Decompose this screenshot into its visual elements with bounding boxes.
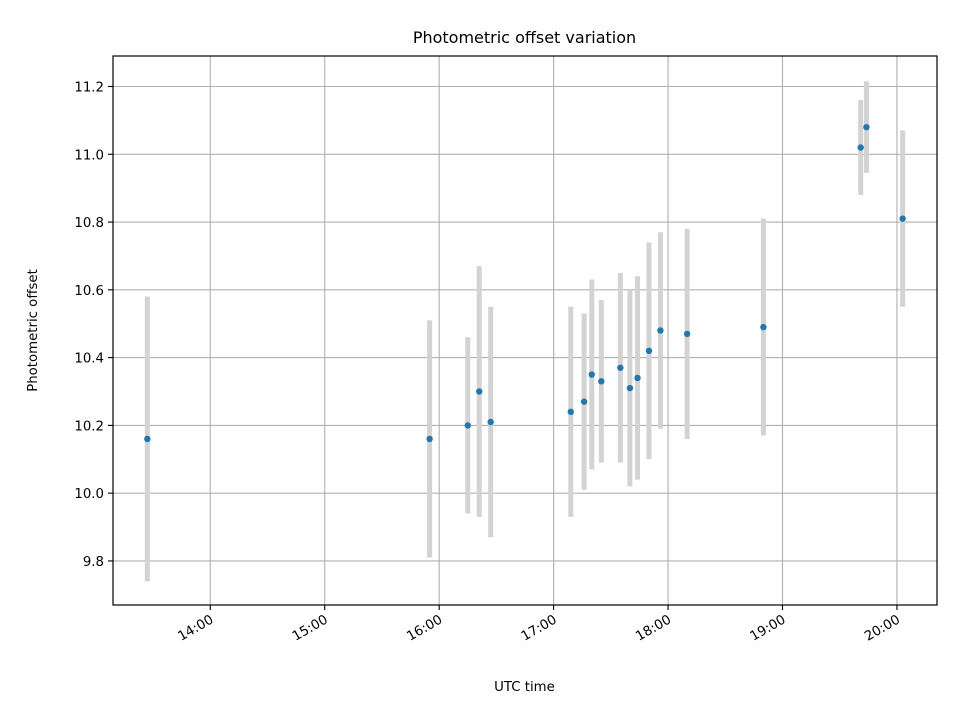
- plot-frame: [112, 55, 938, 606]
- data-point: [487, 418, 494, 426]
- data-point: [144, 435, 151, 443]
- y-tick-label: 11.0: [74, 148, 104, 163]
- data-point: [645, 347, 653, 355]
- x-tick-label: 19:00: [748, 612, 789, 644]
- y-tick-label: 10.0: [74, 487, 104, 502]
- error-bars: [144, 81, 906, 582]
- data-point: [426, 435, 433, 443]
- data-point: [464, 422, 471, 429]
- y-tick-label: 11.2: [74, 81, 104, 96]
- data-point: [626, 384, 634, 392]
- data-point: [683, 330, 691, 338]
- x-tick-label: 20:00: [862, 612, 903, 644]
- y-axis-ticks: 9.8 10.0 10.2 10.4 10.6 10.8 11.0 11.2: [74, 81, 113, 570]
- data-point: [857, 144, 864, 151]
- data-point: [617, 364, 624, 371]
- x-tick-label: 18:00: [633, 612, 674, 644]
- data-points: [144, 123, 906, 443]
- x-tick-label: 16:00: [404, 612, 445, 644]
- y-tick-label: 9.8: [83, 555, 104, 570]
- data-point: [760, 323, 767, 331]
- x-tick-label: 15:00: [290, 612, 331, 644]
- y-tick-label: 10.4: [74, 352, 104, 367]
- y-tick-label: 10.6: [74, 284, 104, 299]
- y-axis-label: Photometric offset: [26, 269, 41, 392]
- data-point: [863, 123, 870, 131]
- y-tick-label: 10.8: [74, 216, 104, 231]
- x-axis-label: UTC time: [494, 680, 555, 695]
- data-point: [580, 398, 588, 405]
- x-axis-ticks: 14:00 15:00 16:00 17:00 18:00 19:00 20:00: [176, 605, 903, 645]
- grid-lines: [113, 56, 937, 605]
- data-point: [588, 371, 595, 378]
- data-point: [598, 378, 605, 385]
- chart-title: Photometric offset variation: [413, 28, 636, 47]
- y-tick-label: 10.2: [74, 419, 104, 434]
- x-tick-label: 14:00: [176, 612, 217, 644]
- data-point: [476, 388, 483, 395]
- data-point: [899, 215, 906, 222]
- data-point: [567, 408, 574, 416]
- data-point: [634, 374, 641, 382]
- x-tick-label: 17:00: [519, 612, 560, 644]
- data-point: [657, 327, 664, 334]
